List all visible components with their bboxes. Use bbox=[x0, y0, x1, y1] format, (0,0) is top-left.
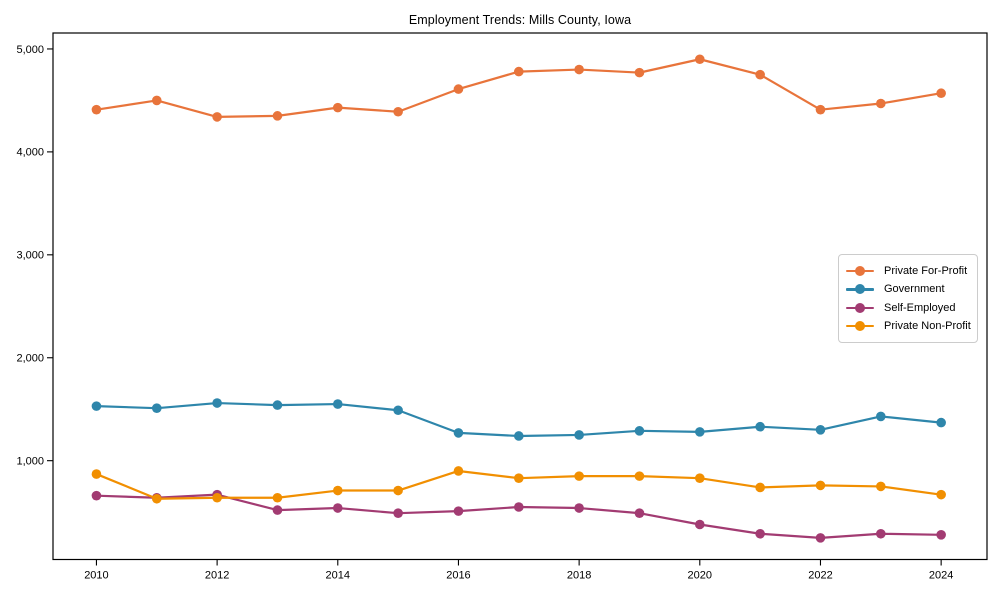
data-point-marker bbox=[936, 417, 946, 428]
y-tick-label: 3,000 bbox=[16, 250, 44, 262]
data-point-marker bbox=[393, 106, 403, 117]
data-point-marker bbox=[151, 95, 162, 106]
x-tick-label: 2024 bbox=[929, 570, 953, 582]
data-point-marker bbox=[91, 469, 102, 479]
data-point-marker bbox=[513, 502, 524, 512]
x-tick-label: 2016 bbox=[446, 570, 470, 582]
y-tick-label: 5,000 bbox=[16, 44, 44, 56]
data-point-marker bbox=[936, 489, 946, 500]
data-point-marker bbox=[91, 401, 102, 411]
data-point-marker bbox=[91, 490, 102, 501]
x-tick-label: 2010 bbox=[84, 570, 108, 582]
y-tick-label: 4,000 bbox=[16, 147, 44, 159]
data-point-marker bbox=[815, 425, 826, 435]
data-point-marker bbox=[695, 427, 705, 437]
legend-item: Government bbox=[846, 280, 968, 298]
data-point-marker bbox=[272, 400, 283, 410]
data-point-marker bbox=[815, 533, 826, 543]
data-point-marker bbox=[634, 471, 645, 481]
legend-label: Private For-Profit bbox=[884, 265, 968, 278]
data-point-marker bbox=[453, 84, 464, 94]
legend-label: Private Non-Profit bbox=[884, 319, 971, 332]
legend-label: Government bbox=[884, 283, 945, 296]
data-point-marker bbox=[755, 482, 765, 493]
data-point-marker bbox=[332, 503, 343, 513]
legend-marker-icon bbox=[846, 302, 874, 313]
data-point-marker bbox=[393, 485, 403, 496]
data-point-marker bbox=[513, 66, 524, 77]
data-point-marker bbox=[91, 104, 102, 115]
data-point-marker bbox=[453, 428, 464, 438]
data-point-marker bbox=[876, 481, 886, 492]
series-line bbox=[96, 401, 942, 438]
data-point-marker bbox=[876, 411, 886, 422]
y-tick-label: 2,000 bbox=[16, 353, 44, 365]
data-point-marker bbox=[332, 399, 343, 409]
data-point-marker bbox=[634, 426, 645, 436]
data-point-marker bbox=[755, 421, 765, 432]
data-point-marker bbox=[513, 431, 524, 441]
data-point-marker bbox=[755, 69, 765, 80]
data-point-marker bbox=[151, 493, 162, 504]
series-line bbox=[96, 493, 942, 539]
x-tick-label: 2022 bbox=[808, 570, 832, 582]
data-point-marker bbox=[393, 508, 403, 518]
data-point-marker bbox=[212, 398, 222, 408]
y-tick-label: 1,000 bbox=[16, 455, 44, 467]
data-point-marker bbox=[936, 88, 946, 99]
data-point-marker bbox=[634, 67, 645, 78]
x-tick-label: 2012 bbox=[205, 570, 229, 582]
axes-frame bbox=[52, 32, 988, 561]
data-point-marker bbox=[876, 98, 886, 109]
legend-marker-icon bbox=[846, 320, 874, 331]
data-point-marker bbox=[695, 473, 705, 483]
data-point-marker bbox=[695, 54, 705, 65]
legend-label: Self-Employed bbox=[884, 301, 956, 314]
data-point-marker bbox=[212, 112, 222, 122]
data-point-marker bbox=[574, 430, 584, 440]
data-point-marker bbox=[574, 471, 584, 481]
data-point-marker bbox=[695, 519, 705, 530]
legend-marker-icon bbox=[846, 284, 874, 295]
x-tick-label: 2018 bbox=[567, 570, 591, 582]
x-tick-label: 2020 bbox=[688, 570, 712, 582]
data-point-marker bbox=[513, 473, 524, 483]
data-point-marker bbox=[272, 505, 283, 515]
data-point-marker bbox=[332, 485, 343, 496]
legend-item: Private For-Profit bbox=[846, 262, 968, 280]
legend-item: Private Non-Profit bbox=[846, 317, 971, 335]
data-point-marker bbox=[574, 503, 584, 513]
data-point-marker bbox=[755, 528, 765, 539]
data-point-marker bbox=[634, 508, 645, 518]
data-point-marker bbox=[453, 466, 464, 476]
data-point-marker bbox=[272, 111, 283, 121]
data-point-marker bbox=[212, 492, 222, 503]
data-point-marker bbox=[574, 64, 584, 75]
chart-title: Employment Trends: Mills County, Iowa bbox=[408, 13, 632, 27]
data-point-marker bbox=[272, 492, 283, 503]
data-point-marker bbox=[815, 104, 826, 115]
legend-item: Self-Employed bbox=[846, 299, 968, 317]
data-point-marker bbox=[815, 480, 826, 491]
data-point-marker bbox=[936, 529, 946, 540]
data-point-marker bbox=[453, 506, 464, 516]
x-tick-label: 2014 bbox=[326, 570, 350, 582]
data-point-marker bbox=[151, 403, 162, 413]
data-point-marker bbox=[332, 102, 343, 113]
data-point-marker bbox=[876, 528, 886, 539]
legend-marker-icon bbox=[846, 266, 874, 277]
data-point-marker bbox=[393, 405, 403, 416]
legend: Private For-Profit Government Self-Employe… bbox=[838, 254, 978, 343]
